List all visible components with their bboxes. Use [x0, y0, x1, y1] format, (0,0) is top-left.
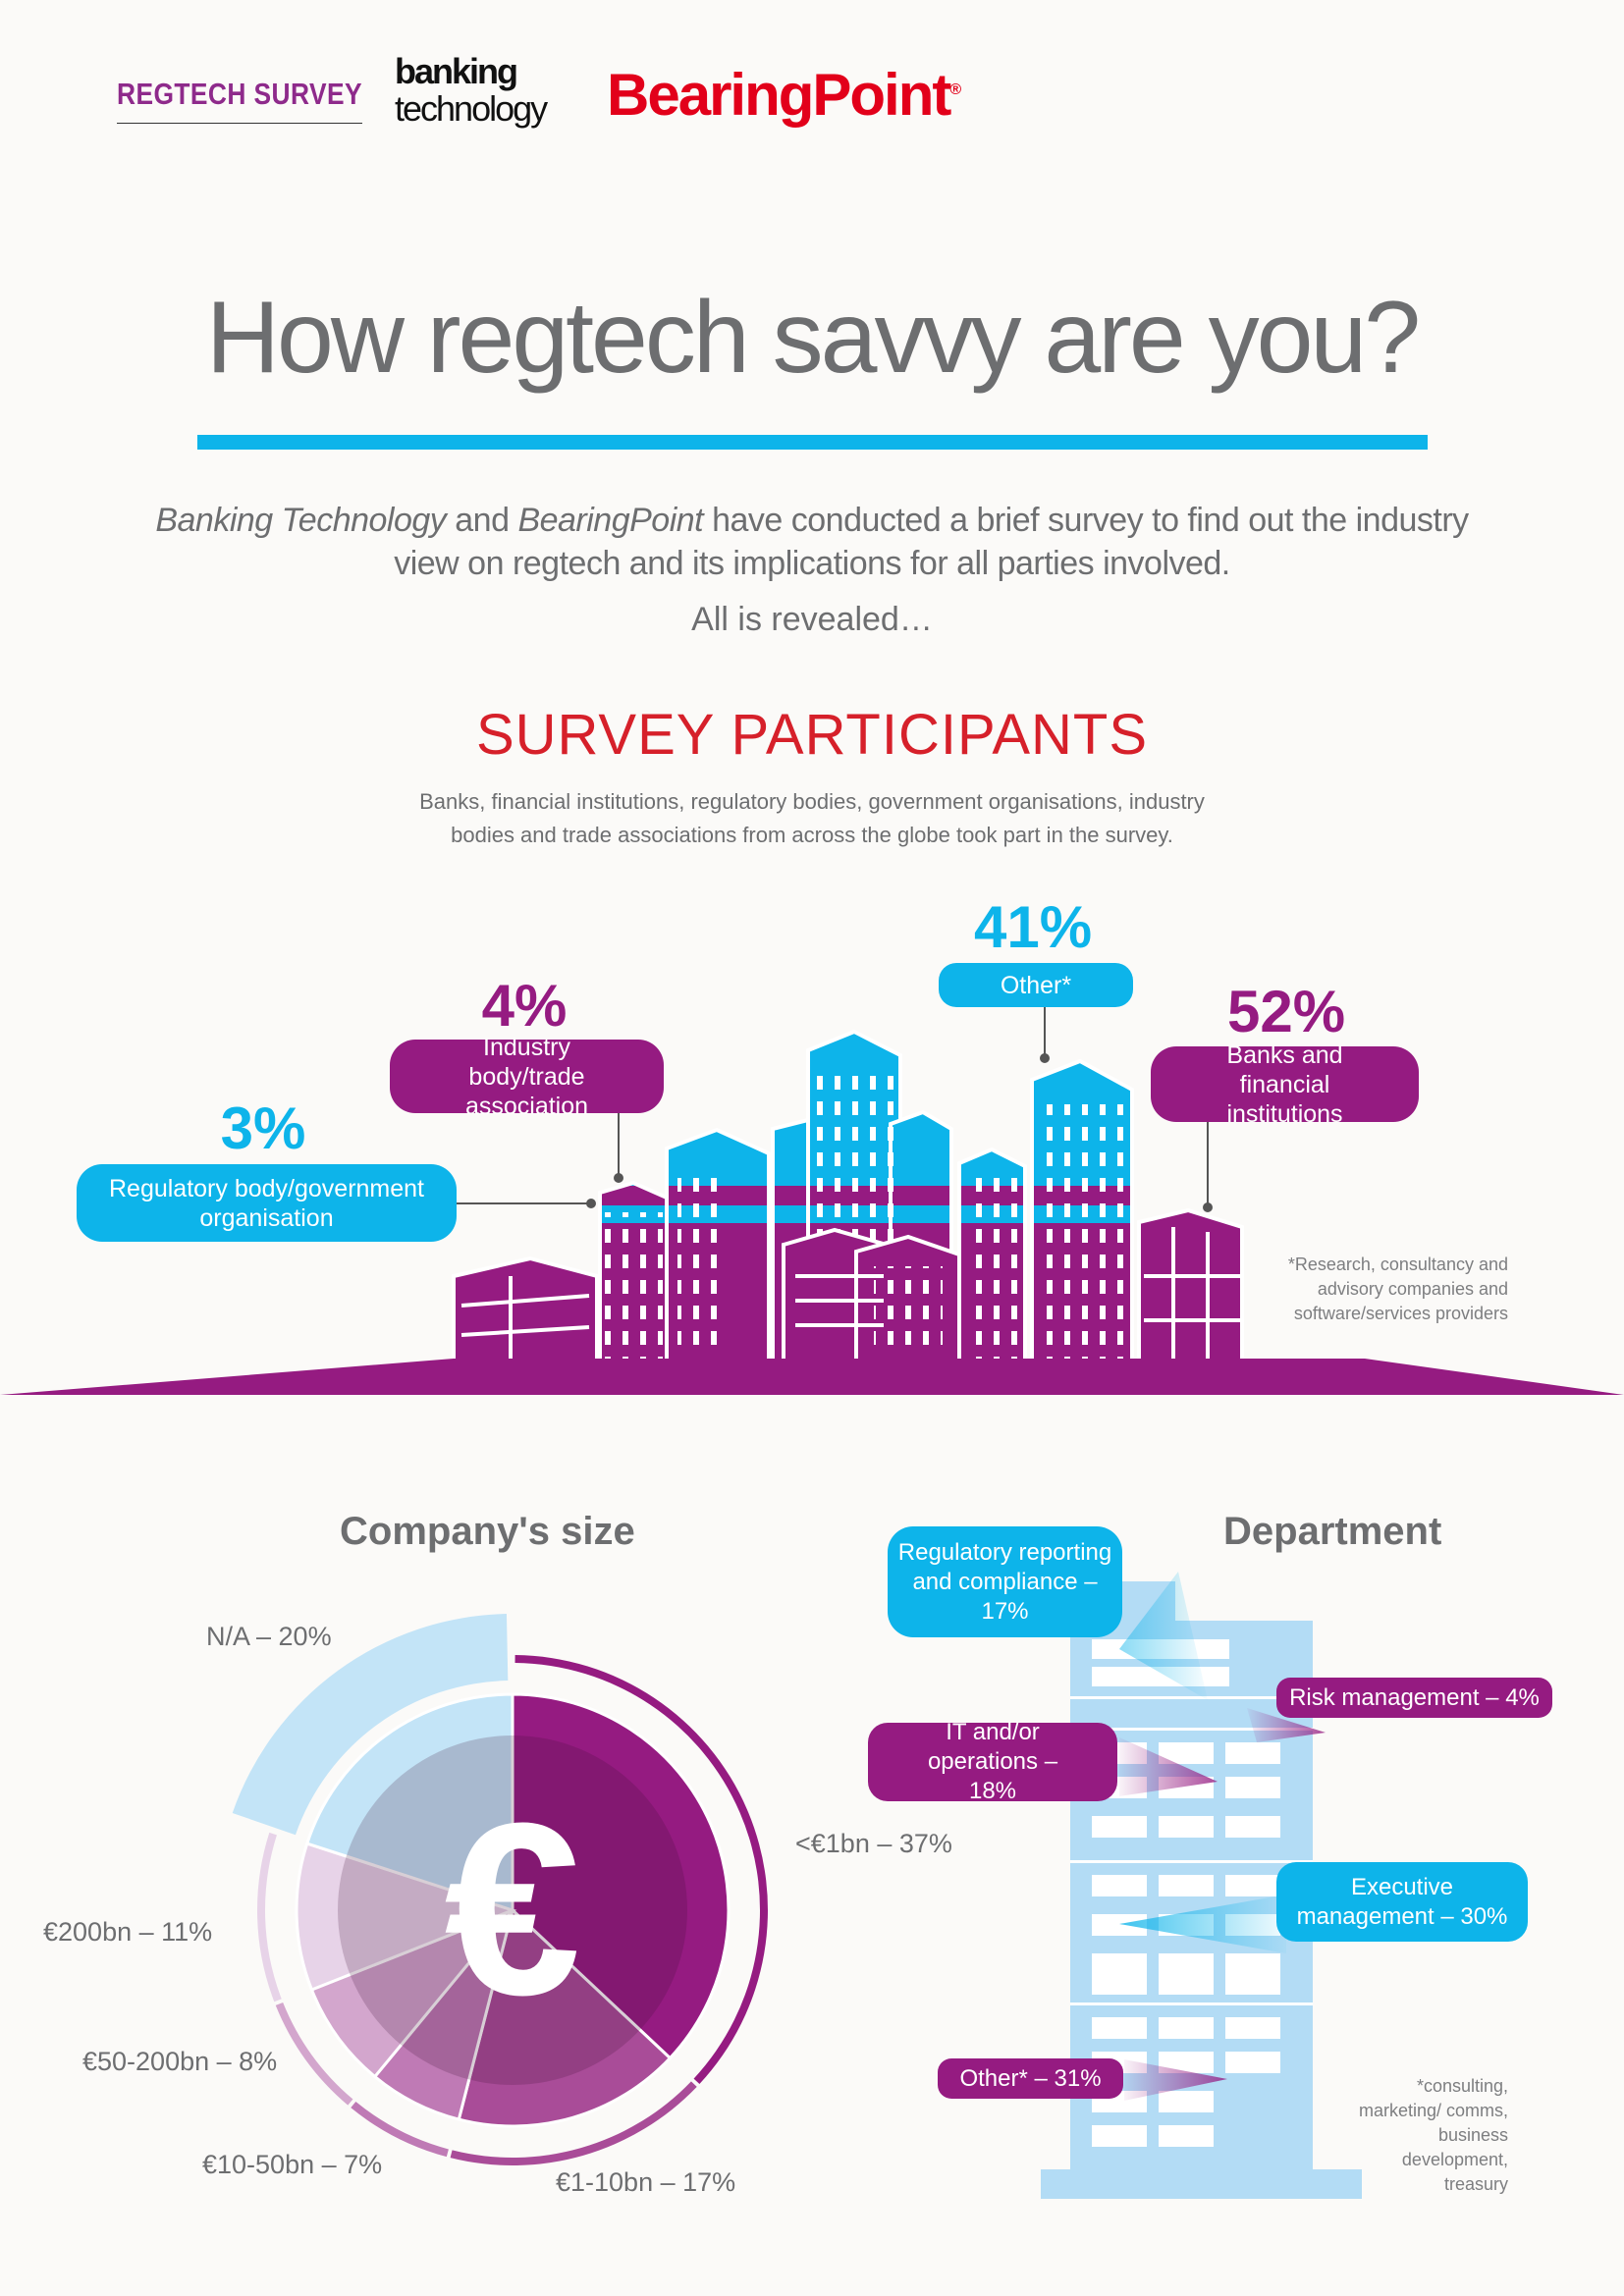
dept-label-risk-management: Risk management – 4% — [1276, 1678, 1552, 1718]
pie-slice-0 — [511, 1692, 731, 2060]
building-window — [1092, 1816, 1147, 1838]
participant-pct-banks: 52% — [1226, 979, 1346, 1044]
pie-inner-disk — [338, 1735, 687, 2085]
participant-label-banks: Banks and financial institutions — [1151, 1041, 1419, 1128]
building-window — [1092, 1914, 1147, 1936]
department-title: Department — [1223, 1510, 1442, 1553]
dept-label-it-operations: IT and/or operations – 18% — [868, 1719, 1117, 1804]
participant-pct-regulatory: 3% — [220, 1095, 306, 1161]
participant-label-regulatory: Regulatory body/government organisation — [77, 1164, 457, 1242]
building-window — [1092, 2125, 1147, 2147]
subtitle-line2: bodies and trade associations from acros… — [451, 823, 1173, 847]
pie-outer-arc-5 — [232, 1614, 509, 1836]
company-size-pie-chart: € — [232, 1614, 769, 2165]
building-window — [1225, 1973, 1280, 1995]
intro-line2: view on regtech and its implications for… — [394, 545, 1230, 582]
intro-brand-bearingpoint: BearingPoint — [517, 502, 704, 539]
building-window — [1225, 2017, 1280, 2039]
dept-label-regulatory-reporting: Regulatory reporting and compliance – 17… — [888, 1526, 1122, 1637]
survey-participants-subtitle: Banks, financial institutions, regulator… — [295, 785, 1329, 852]
page-title: How regtech savvy are you? — [205, 281, 1421, 395]
building-window — [1092, 1875, 1147, 1896]
building-window — [1159, 1816, 1214, 1838]
pie-label-200bn: €200bn – 11% — [43, 1917, 213, 1947]
logo-text-bearingpoint: BearingPoint — [607, 62, 951, 128]
department-footnote: *consulting, marketing/ comms, business … — [1358, 2076, 1508, 2194]
pie-slice-5 — [304, 1692, 514, 1913]
building-windows — [1039, 1104, 1127, 1360]
banking-technology-logo: banking technology — [395, 51, 548, 129]
building-window — [1159, 2091, 1214, 2112]
ground — [0, 1359, 1624, 1395]
participant-pct-industry: 4% — [481, 973, 568, 1039]
pie-slice-1 — [457, 1907, 673, 2128]
office-building-illustration — [1041, 1572, 1362, 2199]
pie-slice-3 — [309, 1908, 514, 2079]
participants-footnote: *Research, consultancy and advisory comp… — [1287, 1255, 1508, 1323]
building-window — [1159, 1953, 1214, 1975]
participant-label-industry: Industry body/trade association — [390, 1034, 664, 1120]
building-window — [1092, 1953, 1147, 1975]
intro-revealed: All is revealed… — [691, 601, 933, 638]
building-window — [1159, 1742, 1214, 1764]
title-divider — [197, 435, 1428, 450]
pie-label-50-200bn: €50-200bn – 8% — [82, 2047, 278, 2076]
company-size-title: Company's size — [340, 1510, 635, 1553]
dept-label-other: Other* – 31% — [938, 2058, 1123, 2099]
building-window — [1225, 2052, 1280, 2073]
building-window — [1225, 1742, 1280, 1764]
pie-outer-arc-4 — [256, 1832, 282, 2002]
intro-brand-banking-technology: Banking Technology — [155, 502, 447, 539]
bearingpoint-logo: BearingPoint® — [607, 61, 961, 129]
logo-text-banking: banking — [395, 51, 518, 91]
pie-label-na: N/A – 20% — [206, 1622, 332, 1651]
building-windows — [604, 1212, 663, 1360]
building-window — [1159, 2125, 1214, 2147]
building-window — [1225, 1777, 1280, 1798]
city-skyline-illustration — [0, 1007, 1624, 1395]
logo-text-technology: technology — [395, 88, 548, 129]
building-window — [1159, 2017, 1214, 2039]
regtech-survey-logo: REGTECH SURVEY — [117, 77, 362, 111]
building-window — [1159, 1875, 1214, 1896]
survey-participants-title: SURVEY PARTICIPANTS — [475, 703, 1149, 767]
intro-and: and — [446, 502, 518, 539]
building-window — [1159, 1973, 1214, 1995]
building-windows — [874, 1266, 943, 1355]
pie-label-1-10bn: €1-10bn – 17% — [556, 2167, 736, 2197]
pie-label-lt1bn: <€1bn – 37% — [795, 1829, 952, 1858]
building-window — [1092, 1973, 1147, 1995]
building-window — [1225, 1953, 1280, 1975]
building-window — [1159, 2052, 1214, 2073]
building-window — [1225, 1816, 1280, 1838]
building-windows — [677, 1168, 717, 1355]
pie-outer-arc-3 — [275, 2002, 353, 2106]
building-window — [1225, 1875, 1280, 1896]
participant-label-other: Other* — [939, 963, 1133, 1007]
pie-outer-arc-1 — [450, 2081, 697, 2165]
subtitle-line1: Banks, financial institutions, regulator… — [419, 789, 1205, 814]
intro-line1-rest: have conducted a brief survey to find ou… — [703, 502, 1469, 539]
euro-icon: € — [444, 1772, 580, 2046]
logo-underline — [117, 123, 362, 124]
intro-text: Banking Technology and BearingPoint have… — [98, 499, 1526, 585]
pie-outer-arc-2 — [351, 2101, 449, 2158]
pie-label-10-50bn: €10-50bn – 7% — [202, 2150, 383, 2179]
dept-label-executive-management: Executive management – 30% — [1276, 1862, 1528, 1942]
pie-slice-4 — [295, 1842, 517, 1992]
building-window — [1092, 2017, 1147, 2039]
building-windows — [967, 1178, 1021, 1360]
participant-pct-other: 41% — [973, 894, 1093, 960]
registered-mark: ® — [949, 81, 961, 98]
